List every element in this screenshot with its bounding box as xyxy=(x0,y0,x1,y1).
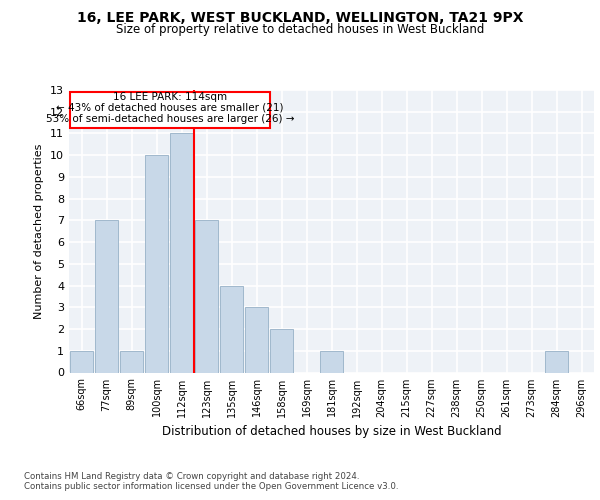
Text: 16 LEE PARK: 114sqm: 16 LEE PARK: 114sqm xyxy=(113,92,227,102)
Bar xyxy=(270,329,293,372)
X-axis label: Distribution of detached houses by size in West Buckland: Distribution of detached houses by size … xyxy=(161,425,502,438)
Bar xyxy=(145,155,168,372)
Bar xyxy=(245,308,268,372)
FancyBboxPatch shape xyxy=(70,92,270,128)
Bar xyxy=(320,351,343,372)
Bar xyxy=(220,286,243,372)
Text: 53% of semi-detached houses are larger (26) →: 53% of semi-detached houses are larger (… xyxy=(46,114,295,124)
Bar xyxy=(170,134,193,372)
Text: ← 43% of detached houses are smaller (21): ← 43% of detached houses are smaller (21… xyxy=(56,103,284,113)
Text: Contains public sector information licensed under the Open Government Licence v3: Contains public sector information licen… xyxy=(24,482,398,491)
Bar xyxy=(545,351,568,372)
Bar xyxy=(120,351,143,372)
Bar xyxy=(195,220,218,372)
Bar xyxy=(70,351,93,372)
Text: 16, LEE PARK, WEST BUCKLAND, WELLINGTON, TA21 9PX: 16, LEE PARK, WEST BUCKLAND, WELLINGTON,… xyxy=(77,11,523,25)
Y-axis label: Number of detached properties: Number of detached properties xyxy=(34,144,44,319)
Text: Size of property relative to detached houses in West Buckland: Size of property relative to detached ho… xyxy=(116,22,484,36)
Bar xyxy=(95,220,118,372)
Text: Contains HM Land Registry data © Crown copyright and database right 2024.: Contains HM Land Registry data © Crown c… xyxy=(24,472,359,481)
